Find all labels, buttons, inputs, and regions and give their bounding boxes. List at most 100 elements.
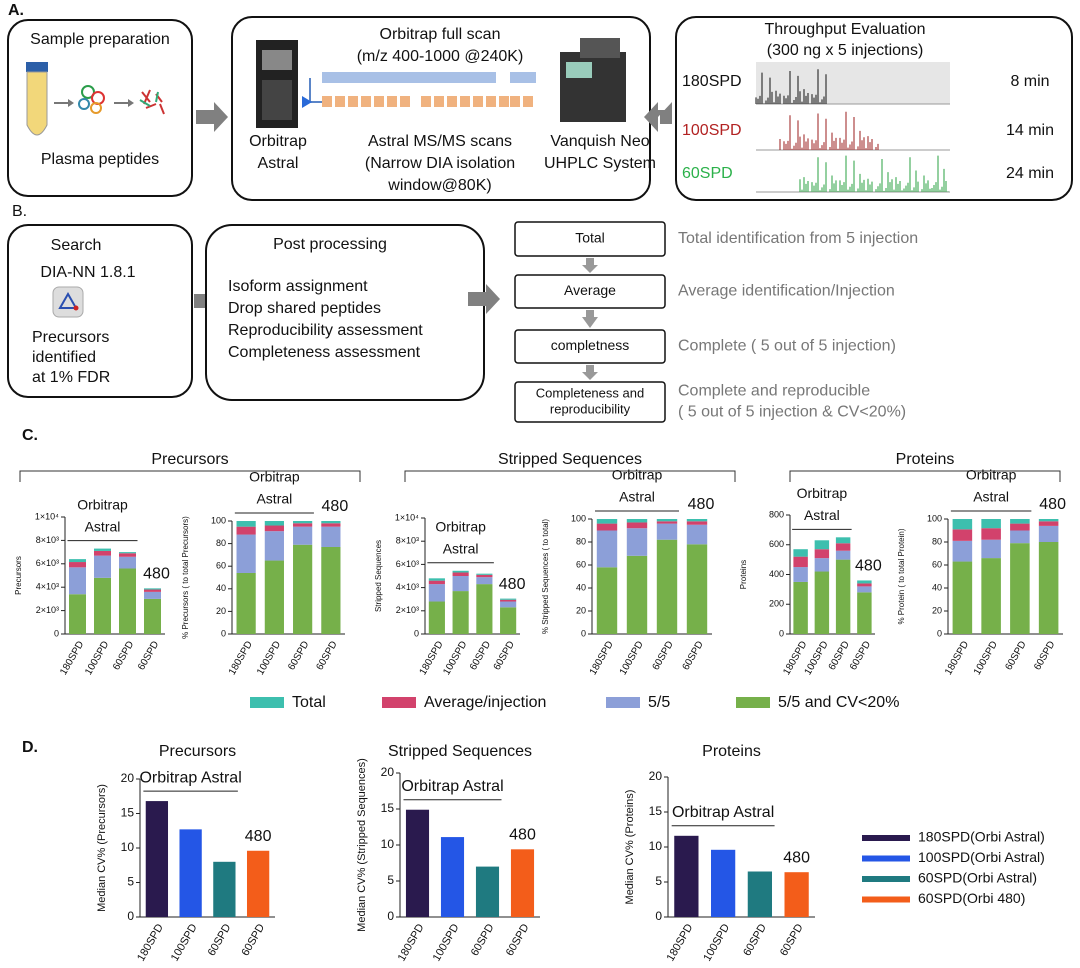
x-tick-label: 180SPD — [588, 639, 616, 677]
bar — [475, 866, 500, 917]
x-tick-label: 100SPD — [83, 639, 111, 677]
bar-segment — [69, 559, 86, 563]
throughput-title: Throughput Evaluation — [765, 21, 926, 38]
x-tick-label: 60SPD — [111, 639, 136, 672]
step-label: reproducibility — [550, 401, 631, 416]
y-axis-label: Median CV% (Precursors) — [96, 784, 108, 912]
scan-subtitle: (m/z 400-1000 @240K) — [357, 48, 524, 65]
y-tick-label: 20 — [381, 765, 395, 779]
bar-segment — [293, 523, 313, 527]
bar — [784, 872, 809, 917]
search-box — [7, 224, 193, 398]
chart-title: Stripped Sequences — [388, 743, 532, 760]
scan-title: Orbitrap full scan — [380, 26, 501, 43]
y-tick-label: 40 — [576, 582, 586, 592]
bar-segment — [596, 519, 618, 524]
bar-segment — [293, 521, 313, 524]
step-arrow — [582, 258, 598, 273]
bar-segment — [686, 519, 708, 522]
post-item: Reproducibility assessment — [228, 322, 423, 339]
x-tick-label: 60SPD — [136, 639, 161, 672]
legend-swatch — [862, 896, 910, 903]
y-tick-label: 0 — [127, 909, 134, 923]
annotation: 480 — [499, 576, 526, 593]
panel-label: A. — [8, 2, 24, 19]
x-tick-label: 60SPD — [1032, 639, 1057, 672]
msms-label: Astral MS/MS scans — [368, 133, 512, 150]
y-tick-label: 40 — [932, 582, 942, 592]
bar-segment — [857, 580, 872, 584]
flow: Total Total identification from 5 injecti… — [514, 221, 918, 423]
bar-segment — [814, 558, 830, 572]
arrow-tip — [644, 102, 658, 132]
bar-segment — [236, 572, 256, 634]
y-tick-label: 100 — [571, 513, 586, 523]
x-tick-label: 60SPD — [848, 639, 873, 672]
annotation: Orbitrap Astral — [139, 769, 241, 786]
x-tick-label: 180SPD — [943, 639, 971, 677]
x-tick-label: 60SPD — [504, 922, 532, 958]
group-bracket — [789, 470, 1061, 482]
bar-segment — [428, 580, 445, 585]
y-tick-label: 400 — [769, 569, 784, 579]
y-tick-label: 0 — [387, 909, 394, 923]
bar-segment — [94, 577, 111, 634]
y-tick-label: 0 — [655, 909, 662, 923]
msms-scan — [510, 96, 520, 107]
x-tick-label: 60SPD — [469, 922, 497, 958]
x-tick-label: 60SPD — [239, 922, 267, 958]
post-title: Post processing — [273, 236, 387, 253]
y-tick-label: 60 — [932, 559, 942, 569]
annotation: 480 — [783, 849, 810, 866]
y-tick-label: 8×10³ — [36, 535, 59, 545]
bar-segment — [293, 526, 313, 545]
bar-segment — [452, 576, 469, 592]
sample-title: Sample preparation — [30, 31, 170, 48]
msms-scan — [322, 96, 332, 107]
bar-segment — [264, 560, 284, 634]
y-tick-label: 15 — [381, 801, 395, 815]
lc-label: UHPLC System — [544, 155, 656, 172]
y-tick-label: 100 — [927, 513, 942, 523]
x-tick-label: 180SPD — [396, 922, 427, 964]
y-tick-label: 5 — [127, 875, 134, 889]
bar-segment — [236, 521, 256, 527]
x-tick-label: 100SPD — [169, 922, 200, 964]
x-tick-label: 60SPD — [651, 639, 676, 672]
chart-title: Precursors — [159, 743, 236, 760]
bar-segment — [835, 537, 851, 544]
y-tick-label: 1×10⁴ — [395, 512, 419, 522]
bar-segment — [981, 519, 1001, 529]
msms-scan — [335, 96, 345, 107]
bar — [674, 835, 699, 917]
step-label: Completeness and — [536, 385, 644, 400]
x-tick-label: 180SPD — [58, 639, 86, 677]
y-tick-label: 600 — [769, 539, 784, 549]
bar-segment — [476, 584, 493, 634]
x-tick-label: 100SPD — [701, 922, 732, 964]
orbitrap-label: Orbitrap — [249, 133, 307, 150]
y-tick-label: 4×10³ — [396, 582, 419, 592]
msms-scan — [387, 96, 397, 107]
bar-segment — [981, 528, 1001, 540]
arrow — [196, 102, 228, 132]
y-tick-label: 2×10³ — [396, 605, 419, 615]
instrument-box — [231, 16, 651, 201]
bar-segment — [626, 528, 648, 556]
bar-segment — [952, 561, 973, 634]
annotation: Orbitrap — [435, 518, 486, 534]
msms-label: window@80K) — [387, 177, 491, 194]
bar-segment — [428, 601, 445, 634]
bar — [405, 809, 430, 917]
panel-label: B. — [12, 203, 27, 220]
bar — [440, 837, 465, 917]
bar-segment — [835, 559, 851, 634]
bar-segment — [500, 599, 517, 602]
step-box — [514, 381, 666, 423]
annotation: Astral — [443, 540, 479, 556]
step-desc: ( 5 out of 5 injection & CV<20%) — [678, 404, 906, 421]
step-arrow — [582, 310, 598, 328]
bar-segment — [1038, 519, 1059, 522]
legend-swatch — [862, 855, 910, 862]
